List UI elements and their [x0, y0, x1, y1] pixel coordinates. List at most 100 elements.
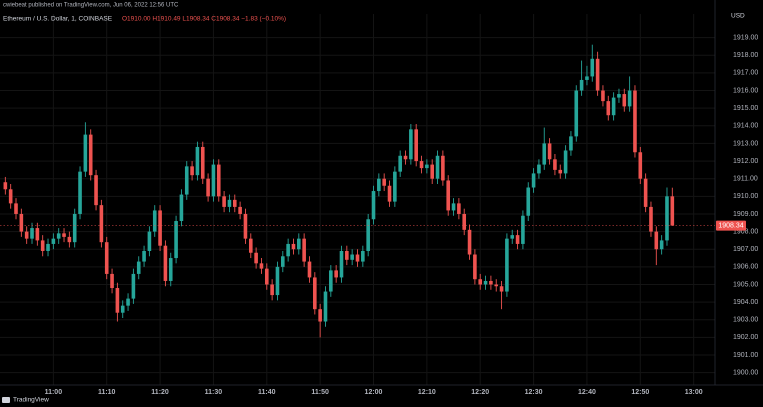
- x-tick-label: 11:50: [311, 389, 329, 396]
- candle-body: [62, 233, 66, 237]
- candle-body: [670, 196, 675, 226]
- candle-body: [505, 238, 509, 292]
- x-tick-label: 11:00: [45, 389, 63, 396]
- candle-body: [521, 215, 525, 244]
- candle-body: [377, 178, 381, 192]
- candle-body: [51, 238, 56, 244]
- candle-body: [489, 280, 493, 285]
- candle-body: [601, 90, 605, 102]
- y-tick-label: 1901.00: [733, 352, 758, 359]
- y-tick-label: 1917.00: [733, 70, 758, 77]
- candle-body: [414, 129, 418, 162]
- candle-body: [547, 143, 552, 160]
- candle-body: [158, 210, 162, 246]
- candle-body: [409, 129, 413, 160]
- candle-body: [467, 229, 472, 255]
- candle-body: [280, 256, 285, 267]
- candle-body: [259, 263, 264, 269]
- candle-body: [307, 261, 312, 278]
- candle-body: [537, 164, 541, 174]
- candle-body: [329, 270, 333, 292]
- candle-body: [542, 143, 547, 165]
- candle-body: [499, 286, 504, 292]
- x-tick-label: 12:00: [365, 389, 383, 396]
- candle-body: [78, 171, 82, 214]
- axes-layer: 1900.00 1901.00 1902.00 1903.00 1904.00 1905.…: [0, 0, 763, 396]
- candle-body: [361, 250, 365, 262]
- candle-body: [627, 90, 632, 107]
- candle-body: [425, 164, 429, 169]
- x-tick-label: 12:40: [578, 389, 596, 396]
- candle-body: [179, 194, 184, 222]
- candle-body: [398, 155, 402, 172]
- candle-body: [126, 298, 130, 306]
- candle-body: [441, 155, 445, 181]
- y-tick-label: 1911.00: [733, 176, 758, 183]
- y-tick-label: 1918.00: [733, 52, 758, 59]
- candle-body: [254, 252, 258, 264]
- y-tick-label: 1908.00: [733, 228, 758, 235]
- x-tick-label: 12:50: [631, 389, 649, 396]
- candle-body: [611, 97, 616, 116]
- candle-body: [184, 166, 189, 195]
- candle-body: [462, 213, 467, 230]
- candle-body: [72, 213, 77, 243]
- candle-body: [275, 266, 280, 296]
- y-tick-label: 1912.00: [733, 158, 758, 165]
- candle-body: [659, 240, 664, 250]
- y-tick-label: 1900.00: [733, 370, 758, 377]
- candle-body: [110, 273, 114, 289]
- x-tick-label: 12:10: [418, 389, 436, 396]
- candle-body: [232, 199, 237, 207]
- candle-body: [200, 146, 205, 179]
- candle-body: [569, 136, 573, 151]
- candle-body: [478, 279, 483, 285]
- candle-body: [297, 238, 301, 250]
- candle-body: [579, 79, 584, 91]
- candle-body: [473, 254, 477, 280]
- candle-body: [270, 284, 274, 296]
- candle-body: [195, 146, 200, 176]
- candle-body: [104, 242, 109, 274]
- candle-body: [446, 180, 451, 211]
- y-tick-label: 1905.00: [733, 281, 758, 288]
- candle-body: [654, 231, 659, 250]
- candle-body: [510, 235, 515, 239]
- candle-body: [120, 305, 125, 313]
- candle-body: [313, 277, 317, 310]
- candle-body: [216, 164, 221, 197]
- candle-body: [574, 90, 579, 137]
- candle-body: [553, 159, 557, 170]
- candle-body: [248, 238, 253, 253]
- ohlc-label: O1910.00 H1910.49 L1908.34 C1908.34 −1.8…: [122, 16, 286, 23]
- candle-body: [238, 206, 242, 214]
- x-tick-label: 13:00: [685, 389, 703, 396]
- candle-body: [190, 166, 194, 176]
- candle-body: [14, 203, 18, 214]
- candle-body: [163, 245, 168, 281]
- candle-body: [94, 175, 98, 206]
- candle-body: [131, 273, 136, 299]
- candle-body: [152, 210, 157, 232]
- candle-body: [318, 309, 322, 322]
- x-tick-label: 11:20: [151, 389, 169, 396]
- candle-body: [227, 199, 232, 207]
- candle-body: [665, 196, 669, 241]
- candle-body: [526, 187, 531, 216]
- candle-body: [3, 182, 8, 190]
- candle-body: [115, 288, 120, 313]
- candle-body: [350, 254, 354, 260]
- candle-body: [531, 173, 536, 188]
- candle-body: [494, 284, 499, 287]
- candle-body: [334, 270, 338, 278]
- candle-body: [451, 203, 456, 211]
- y-tick-label: 1914.00: [733, 123, 758, 130]
- candle-body: [435, 155, 440, 179]
- candle-body: [419, 161, 424, 169]
- candle-body: [56, 233, 61, 239]
- last-price-box: [716, 220, 746, 231]
- symbol-label: Ethereum / U.S. Dollar, 1, COINBASE: [3, 16, 113, 23]
